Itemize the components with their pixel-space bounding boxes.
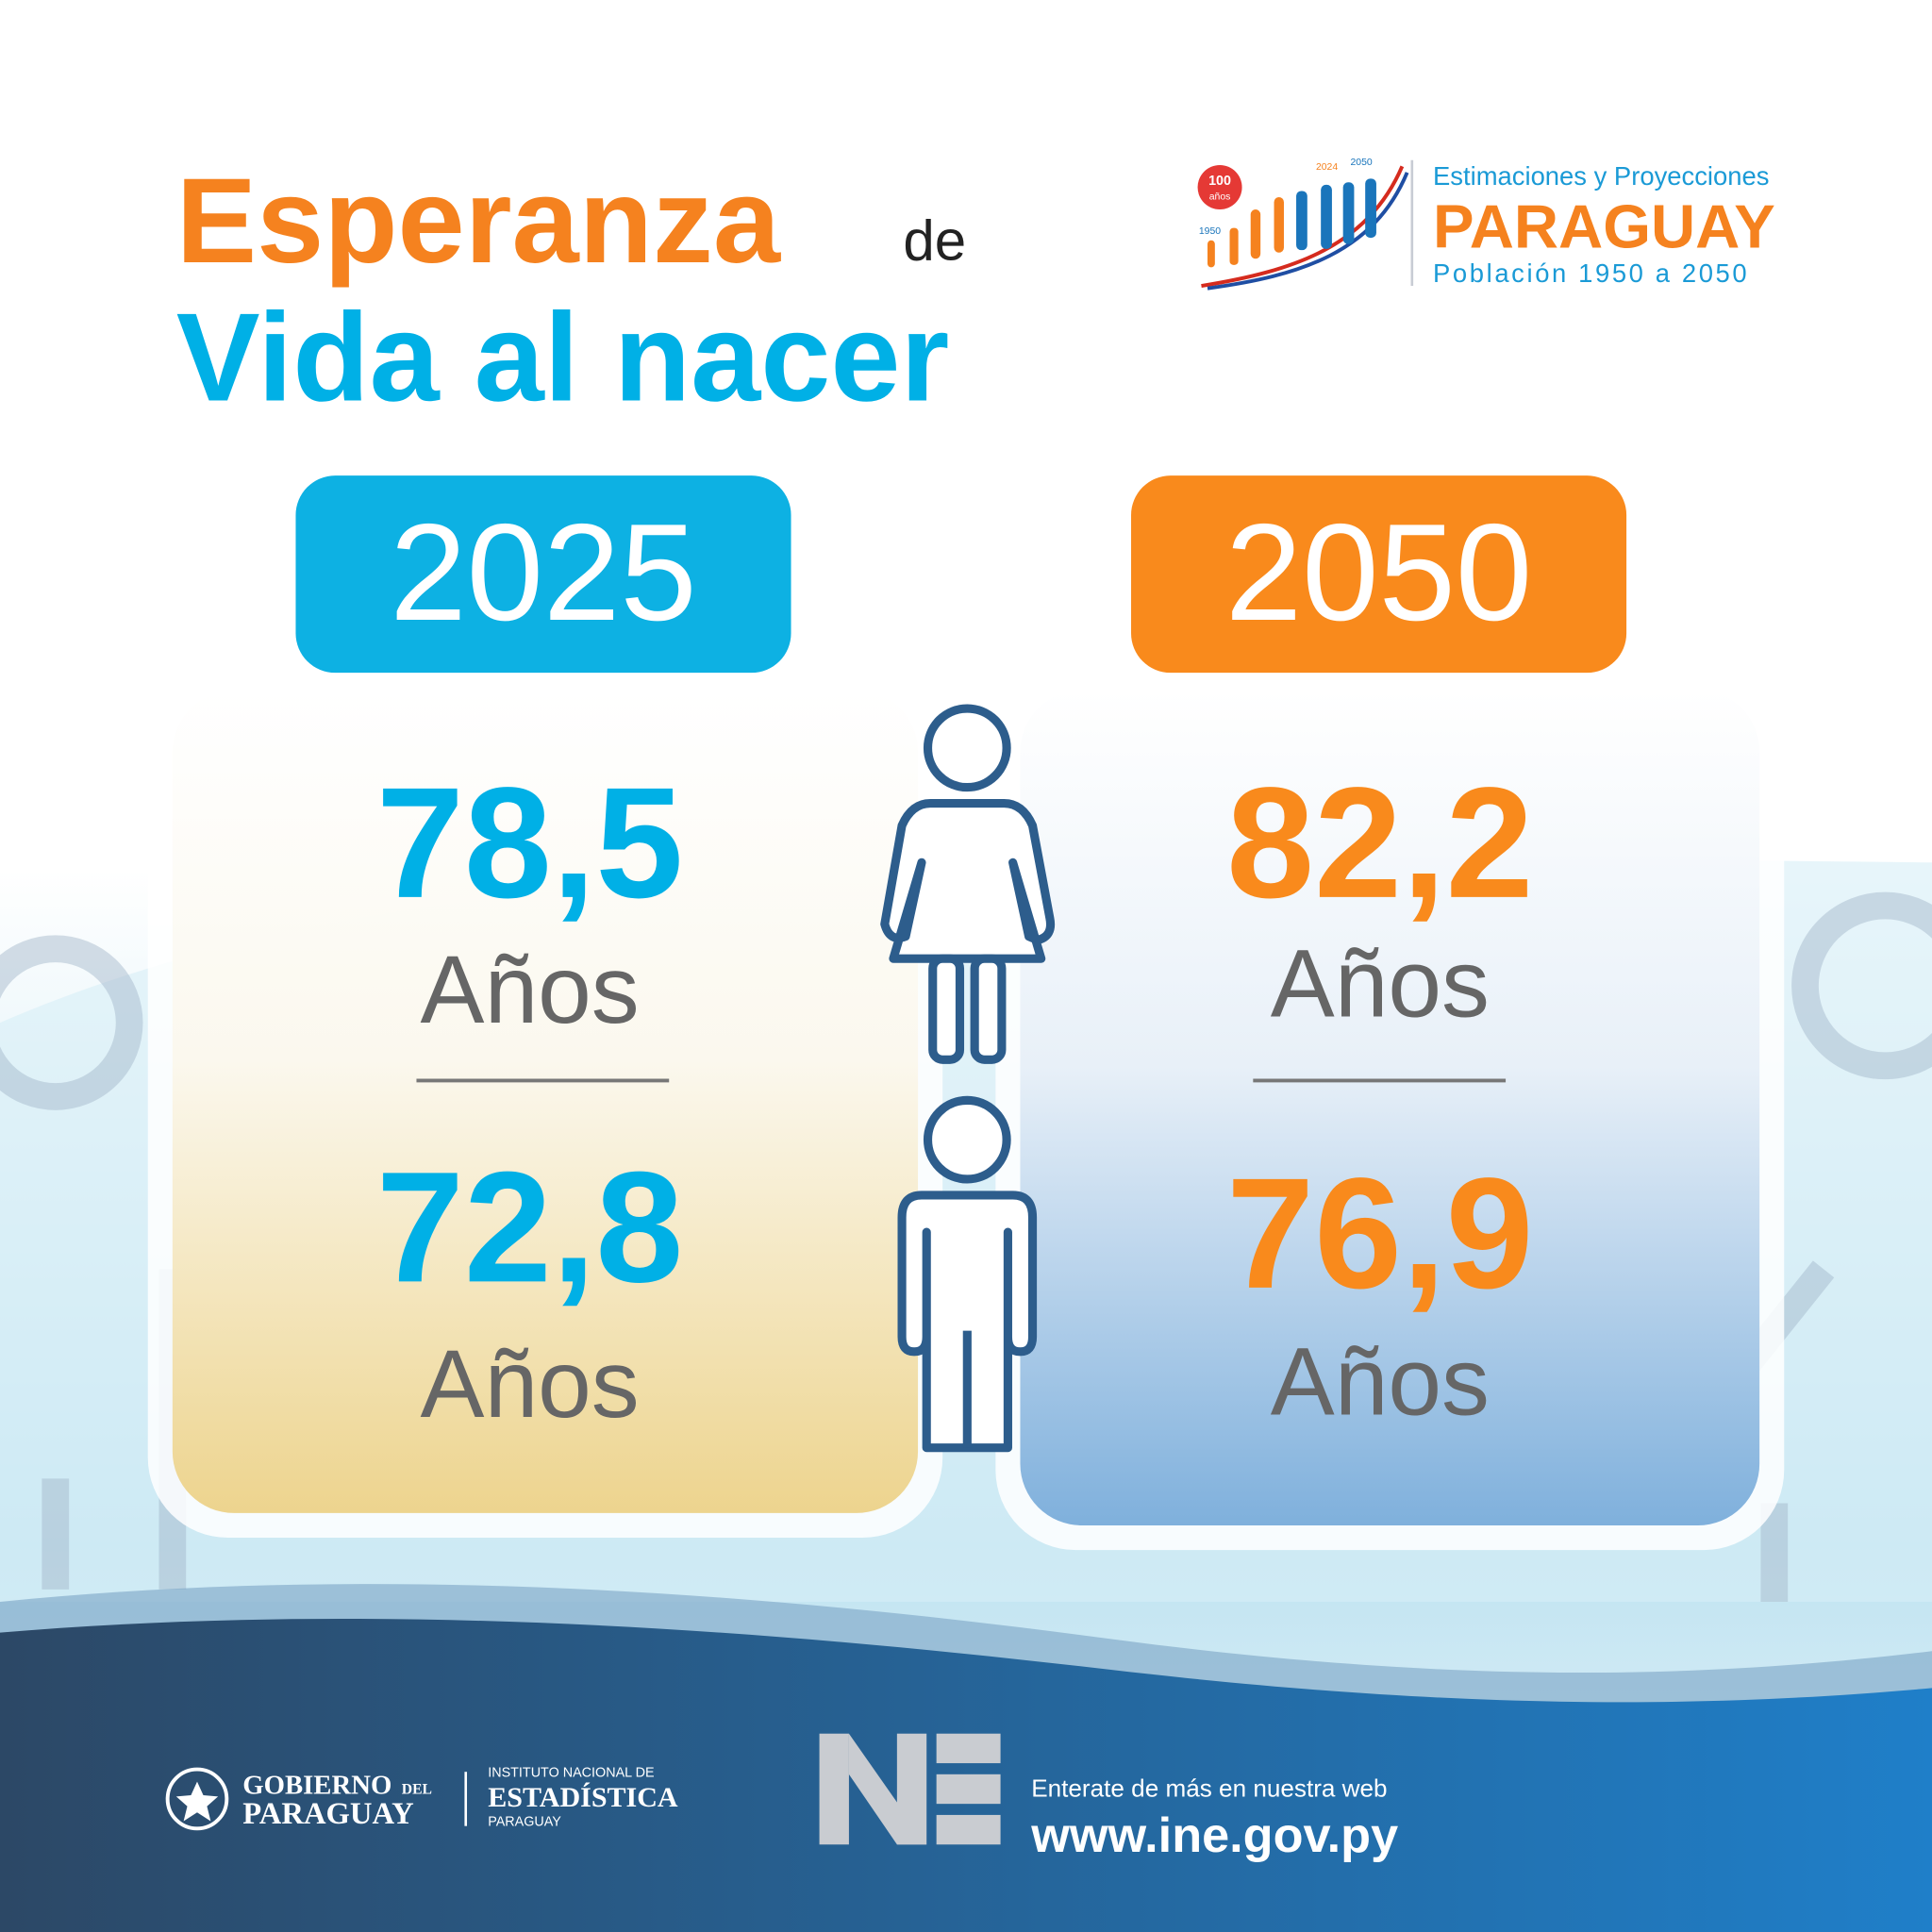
ine-line2: ESTADÍSTICA (488, 1782, 678, 1813)
gov-line2: PARAGUAY (242, 1797, 413, 1831)
male-unit: Años (1271, 1327, 1490, 1435)
ine-logo (819, 1733, 1001, 1845)
title-line2: Vida al nacer (176, 287, 950, 427)
female-unit: Años (421, 936, 640, 1043)
title-main: Esperanza (176, 154, 781, 289)
ine-line3: PARAGUAY (488, 1815, 561, 1830)
year-pill (1131, 475, 1627, 674)
year-pill (295, 475, 791, 674)
logo-year: 2050 (1351, 158, 1373, 168)
logo-line1: Estimaciones y Proyecciones (1433, 161, 1769, 191)
male-icon (897, 1095, 1038, 1453)
logo-line2: PARAGUAY (1433, 192, 1775, 261)
logo-badge-number: 100 (1208, 174, 1231, 189)
female-value: 78,5 (376, 756, 683, 931)
logo-year: 1950 (1199, 226, 1221, 237)
female-unit: Años (1271, 930, 1490, 1038)
female-value: 82,2 (1226, 756, 1533, 931)
male-value: 76,9 (1226, 1146, 1533, 1322)
card (172, 690, 919, 1513)
footer-url: www.ine.gov.py (1030, 1808, 1398, 1863)
ine-line1: INSTITUTO NACIONAL DE (488, 1765, 654, 1780)
logo-year: 2024 (1316, 162, 1338, 173)
male-unit: Años (421, 1330, 640, 1438)
gov-del: DEL (402, 1782, 432, 1798)
female-icon (880, 704, 1056, 1064)
year-label: 2025 (390, 495, 696, 649)
year-label: 2050 (1225, 495, 1532, 649)
male-value: 72,8 (376, 1140, 683, 1315)
footer-cta: Enterate de más en nuestra web (1031, 1774, 1387, 1802)
logo: 100 años 1950 2024 2050 Estimaciones y P… (1197, 158, 1775, 291)
gov-line1: GOBIERNO (242, 1771, 391, 1801)
logo-badge (1197, 165, 1242, 210)
logo-badge-sub: años (1209, 192, 1231, 203)
logo-line3: Población 1950 a 2050 (1433, 258, 1749, 288)
card (1020, 690, 1760, 1525)
title-small: de (903, 209, 966, 273)
